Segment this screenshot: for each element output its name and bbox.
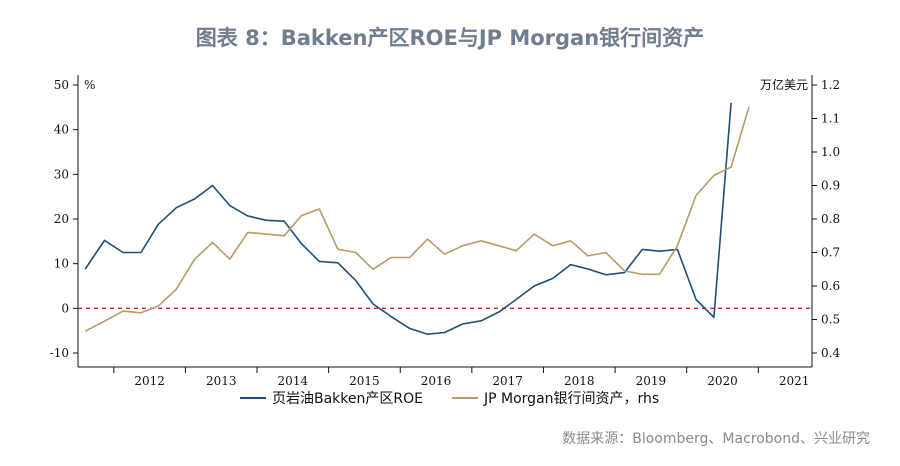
x-tick-label: 2016: [421, 374, 452, 388]
chart-axes: -10 0 10 20 30 40 50 0.4 0.5 0.6 0.7 0.8 0.9 1.0 1.1 1.…: [50, 75, 840, 388]
x-tick-label: 2014: [278, 374, 309, 388]
legend-label-1: 页岩油Bakken产区ROE: [272, 391, 423, 407]
right-axis-unit: 万亿美元: [760, 77, 808, 92]
x-tick-label: 2017: [492, 374, 523, 388]
legend-label-2: JP Morgan银行间资产，rhs: [483, 391, 659, 407]
right-tick-label: 1.1: [821, 112, 840, 126]
left-tick-label: 30: [54, 167, 69, 181]
left-tick-label: 50: [54, 78, 69, 92]
right-tick-label: 0.7: [821, 246, 840, 260]
x-tick-label: 2013: [206, 374, 237, 388]
series-line-1: [84, 102, 732, 336]
chart-title: 图表 8：Bakken产区ROE与JP Morgan银行间资产: [195, 26, 705, 50]
x-tick-label: 2018: [564, 374, 595, 388]
left-tick-label: -10: [50, 346, 69, 360]
right-tick-label: 0.9: [821, 179, 840, 193]
chart-series: [84, 102, 750, 336]
right-tick-label: 0.8: [821, 212, 840, 226]
x-tick-label: 2015: [349, 374, 380, 388]
right-tick-label: 0.5: [821, 313, 840, 327]
series-line-2: [84, 106, 750, 332]
x-tick-label: 2020: [707, 374, 738, 388]
right-tick-label: 0.4: [821, 346, 840, 360]
x-tick-label: 2012: [134, 374, 165, 388]
chart-legend: 页岩油Bakken产区ROE JP Morgan银行间资产，rhs: [240, 391, 659, 407]
line-chart: -10 0 10 20 30 40 50 0.4 0.5 0.6 0.7 0.8 0.9 1.0 1.1 1.…: [50, 75, 840, 407]
x-tick-label: 2021: [779, 374, 810, 388]
left-axis-unit: %: [84, 78, 95, 92]
right-tick-label: 0.6: [821, 279, 840, 293]
left-tick-label: 20: [54, 212, 69, 226]
source-note: 数据来源：Bloomberg、Macrobond、兴业研究: [562, 431, 870, 447]
x-tick-label: 2019: [636, 374, 667, 388]
right-tick-label: 1.0: [821, 145, 840, 159]
right-tick-label: 1.2: [821, 78, 840, 92]
left-tick-label: 40: [54, 123, 69, 137]
left-tick-label: 0: [61, 301, 69, 315]
left-tick-label: 10: [54, 257, 69, 271]
